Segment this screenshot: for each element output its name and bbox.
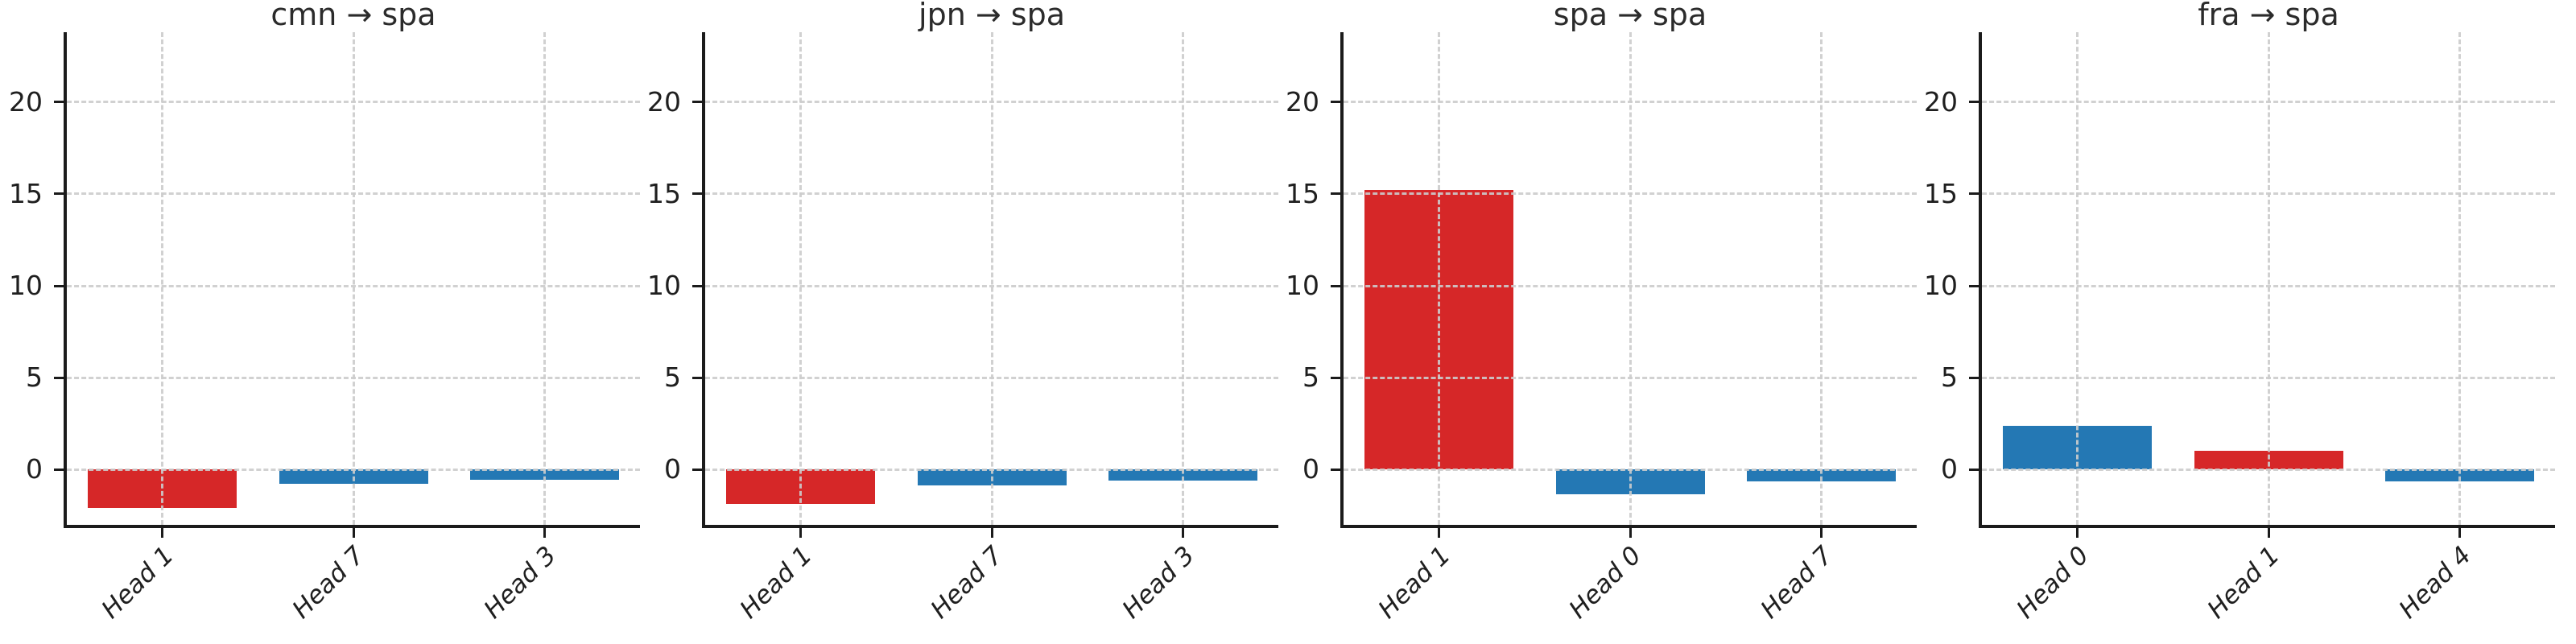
y-tick xyxy=(692,468,702,471)
subplot-title: jpn → spa xyxy=(919,0,1065,32)
subplot-jpn-spa: jpn → spa 0 5 10 15 20 Head 1 Head 7 Head 3 xyxy=(647,0,1278,625)
subplot-cmn-spa: cmn → spa 0 5 10 15 20 Head 1 Head 7 Head 3 xyxy=(9,0,640,625)
y-tick-label: 5 xyxy=(1941,361,1958,394)
y-tick-label: 0 xyxy=(1941,453,1958,485)
x-tick xyxy=(1181,528,1184,538)
plot-area: 0 5 10 15 20 Head 1 Head 7 Head 3 xyxy=(647,32,1278,625)
x-tick xyxy=(2076,528,2079,538)
x-tick xyxy=(799,528,803,538)
x-gridline xyxy=(799,32,803,525)
x-tick-label: Head 3 xyxy=(1116,540,1200,625)
y-tick-label: 5 xyxy=(26,361,43,394)
y-tick-label: 15 xyxy=(647,177,681,209)
y-tick xyxy=(692,101,702,104)
x-tick xyxy=(1819,528,1823,538)
x-axis-spine xyxy=(1340,525,1917,528)
x-tick-label: Head 3 xyxy=(477,540,562,625)
y-tick-label: 10 xyxy=(1286,270,1319,302)
x-tick-label: Head 1 xyxy=(2202,540,2286,625)
x-tick-label: Head 0 xyxy=(2011,540,2095,625)
x-axis-spine xyxy=(702,525,1278,528)
y-tick-label: 10 xyxy=(1924,270,1958,302)
y-axis-spine xyxy=(1340,32,1344,528)
y-tick-label: 15 xyxy=(1286,177,1319,209)
x-gridline xyxy=(2267,32,2270,525)
x-tick-label: Head 7 xyxy=(287,540,371,625)
y-tick xyxy=(692,192,702,196)
y-tick xyxy=(1969,284,1979,287)
y-tick-label: 0 xyxy=(664,453,681,485)
y-tick xyxy=(54,101,64,104)
x-tick xyxy=(543,528,546,538)
x-gridline xyxy=(543,32,546,525)
x-gridline xyxy=(2076,32,2079,525)
x-tick-label: Head 4 xyxy=(2392,540,2477,625)
y-tick xyxy=(1331,284,1340,287)
y-tick-label: 5 xyxy=(1302,361,1319,394)
y-tick xyxy=(692,376,702,379)
y-tick-label: 20 xyxy=(1924,85,1958,118)
y-tick-label: 20 xyxy=(647,85,681,118)
subplot-spa-spa: spa → spa 0 5 10 15 20 Head 1 Head 0 Head 7 xyxy=(1286,0,1917,625)
x-tick xyxy=(1438,528,1441,538)
x-tick-label: Head 0 xyxy=(1563,540,1648,625)
y-tick-label: 0 xyxy=(26,453,43,485)
y-tick xyxy=(54,284,64,287)
x-gridline xyxy=(1629,32,1632,525)
x-tick-label: Head 1 xyxy=(1373,540,1457,625)
y-axis-spine xyxy=(1979,32,1982,528)
y-tick xyxy=(54,468,64,471)
x-axis-spine xyxy=(1979,525,2555,528)
x-gridline xyxy=(1181,32,1184,525)
plot-area: 0 5 10 15 20 Head 0 Head 1 Head 4 xyxy=(1924,32,2555,625)
y-tick xyxy=(54,376,64,379)
x-tick xyxy=(990,528,993,538)
y-axis-spine xyxy=(64,32,67,528)
y-tick-label: 0 xyxy=(1302,453,1319,485)
plot-area: 0 5 10 15 20 Head 1 Head 7 Head 3 xyxy=(9,32,640,625)
x-gridline xyxy=(1819,32,1823,525)
x-gridline xyxy=(990,32,993,525)
x-gridline xyxy=(352,32,355,525)
subplot-title: fra → spa xyxy=(2198,0,2339,32)
y-tick xyxy=(54,192,64,196)
y-tick xyxy=(1969,192,1979,196)
y-tick xyxy=(1969,376,1979,379)
y-tick xyxy=(1331,101,1340,104)
y-tick xyxy=(1331,376,1340,379)
y-tick-label: 15 xyxy=(9,177,43,209)
y-axis-spine xyxy=(702,32,705,528)
x-gridline xyxy=(1438,32,1441,525)
x-tick xyxy=(2267,528,2270,538)
y-tick-label: 15 xyxy=(1924,177,1958,209)
y-tick xyxy=(1969,101,1979,104)
x-tick xyxy=(352,528,355,538)
x-tick xyxy=(1629,528,1632,538)
subplot-title: cmn → spa xyxy=(270,0,436,32)
x-tick xyxy=(2458,528,2461,538)
y-tick-label: 20 xyxy=(1286,85,1319,118)
y-tick xyxy=(1969,468,1979,471)
x-tick-label: Head 1 xyxy=(96,540,180,625)
x-gridline xyxy=(2458,32,2461,525)
subplot-title: spa → spa xyxy=(1553,0,1707,32)
y-tick-label: 10 xyxy=(647,270,681,302)
x-tick-label: Head 7 xyxy=(925,540,1009,625)
y-tick xyxy=(1331,192,1340,196)
x-axis-spine xyxy=(64,525,640,528)
subplot-fra-spa: fra → spa 0 5 10 15 20 Head 0 Head 1 Head 4 xyxy=(1924,0,2555,625)
x-tick-label: Head 7 xyxy=(1754,540,1839,625)
plot-area: 0 5 10 15 20 Head 1 Head 0 Head 7 xyxy=(1286,32,1917,625)
y-tick xyxy=(1331,468,1340,471)
x-tick xyxy=(161,528,164,538)
y-tick-label: 5 xyxy=(664,361,681,394)
y-tick-label: 20 xyxy=(9,85,43,118)
y-tick xyxy=(692,284,702,287)
y-tick-label: 10 xyxy=(9,270,43,302)
x-tick-label: Head 1 xyxy=(734,540,819,625)
x-gridline xyxy=(161,32,164,525)
